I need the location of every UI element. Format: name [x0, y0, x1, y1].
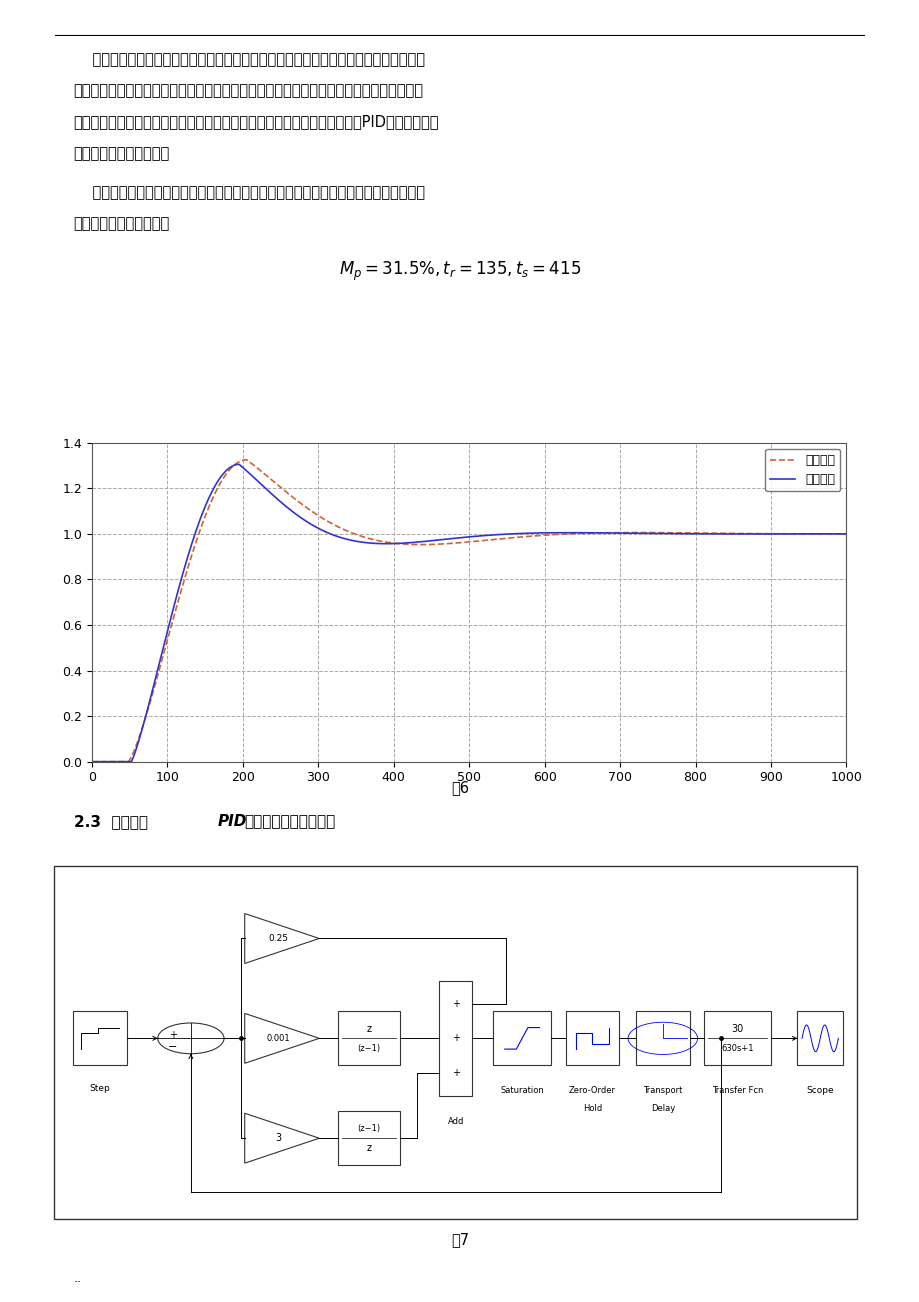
Bar — [73, 1012, 127, 1065]
Bar — [635, 1012, 689, 1065]
Text: 3: 3 — [275, 1133, 281, 1143]
Text: Hold: Hold — [583, 1104, 601, 1113]
Text: $M_{p}=31.5\%,t_{r}=135,t_{s}=415$: $M_{p}=31.5\%,t_{r}=135,t_{s}=415$ — [338, 260, 581, 283]
Legend: 参数改变, 参数不变: 参数改变, 参数不变 — [765, 449, 839, 491]
Text: 图6: 图6 — [450, 780, 469, 796]
参数不变 — [840, 526, 851, 542]
Text: 统的个暂态性能指标为：: 统的个暂态性能指标为： — [74, 216, 170, 232]
Bar — [493, 1012, 550, 1065]
Line: 参数改变: 参数改变 — [92, 460, 845, 762]
Bar — [565, 1012, 618, 1065]
参数不变 — [576, 525, 587, 540]
参数改变 — [241, 452, 252, 467]
Text: z: z — [366, 1023, 371, 1034]
Text: +: + — [451, 999, 460, 1009]
Text: (z−1): (z−1) — [357, 1124, 380, 1133]
Text: 都比较小，故可知，当被控对象的惯性时间常数在一定范围内变化时，对＊PID控制器的控制: 都比较小，故可知，当被控对象的惯性时间常数在一定范围内变化时，对＊PID控制器的… — [74, 115, 438, 130]
Line: 参数不变: 参数不变 — [92, 465, 845, 762]
参数不变 — [374, 536, 385, 552]
Text: Scope: Scope — [805, 1086, 834, 1095]
Text: PID: PID — [218, 814, 247, 829]
Bar — [797, 1012, 842, 1065]
Text: Zero-Order: Zero-Order — [568, 1086, 616, 1095]
Bar — [704, 1012, 770, 1065]
Text: 2.3  非线性对: 2.3 非线性对 — [74, 814, 153, 829]
Text: z: z — [366, 1143, 371, 1152]
参数改变 — [539, 527, 550, 543]
Bar — [337, 1112, 400, 1165]
Text: +: + — [451, 1068, 460, 1078]
Circle shape — [158, 1023, 224, 1053]
Text: 630s+1: 630s+1 — [720, 1043, 753, 1052]
参数不变 — [649, 526, 660, 542]
Text: 0.25: 0.25 — [268, 934, 288, 943]
Text: Step: Step — [89, 1085, 110, 1094]
参数改变 — [840, 526, 851, 542]
Text: Add: Add — [448, 1117, 463, 1126]
Bar — [337, 1012, 400, 1065]
参数改变 — [649, 525, 660, 540]
Text: +: + — [168, 1030, 176, 1040]
Text: Transfer Fcn: Transfer Fcn — [711, 1086, 762, 1095]
Text: 30: 30 — [731, 1023, 743, 1034]
Text: (z−1): (z−1) — [357, 1043, 380, 1052]
Text: Delay: Delay — [650, 1104, 675, 1113]
Text: 相对参数未变时单位阶跃响应而言，被控对象的惯性时间常数增大使得系统的响应速度: 相对参数未变时单位阶跃响应而言，被控对象的惯性时间常数增大使得系统的响应速度 — [74, 52, 425, 68]
Text: 控制器控制效果的影响: 控制器控制效果的影响 — [244, 814, 335, 829]
Text: +: + — [451, 1034, 460, 1043]
Text: 图7: 图7 — [450, 1232, 469, 1247]
Text: Transport: Transport — [642, 1086, 682, 1095]
Text: ..: .. — [74, 1272, 82, 1285]
参数不变 — [539, 525, 550, 540]
参数改变 — [223, 462, 234, 478]
参数不变 — [706, 526, 717, 542]
参数不变 — [86, 754, 97, 769]
Text: 效果不会产生太大影响。: 效果不会产生太大影响。 — [74, 146, 170, 161]
Text: −: − — [168, 1042, 177, 1052]
Polygon shape — [244, 1113, 319, 1163]
Text: 0.001: 0.001 — [267, 1034, 289, 1043]
参数改变 — [86, 754, 97, 769]
参数不变 — [223, 461, 234, 477]
参数改变 — [576, 526, 587, 542]
Polygon shape — [244, 1013, 319, 1064]
参数改变 — [706, 526, 717, 542]
Bar — [439, 980, 472, 1096]
Text: 当被控对象的纯滞后时间常数增大％时，系统的单位阶跃响应曲线如图６所示，此时系: 当被控对象的纯滞后时间常数增大％时，系统的单位阶跃响应曲线如图６所示，此时系 — [74, 185, 425, 201]
参数不变 — [233, 457, 244, 473]
参数改变 — [374, 534, 385, 549]
Polygon shape — [244, 914, 319, 963]
Text: 变慢，故而，使得系统的超调量减小，上升时间和调整时间都增大。又各性能指标的变化量: 变慢，故而，使得系统的超调量减小，上升时间和调整时间都增大。又各性能指标的变化量 — [74, 83, 423, 99]
Text: Saturation: Saturation — [500, 1086, 543, 1095]
